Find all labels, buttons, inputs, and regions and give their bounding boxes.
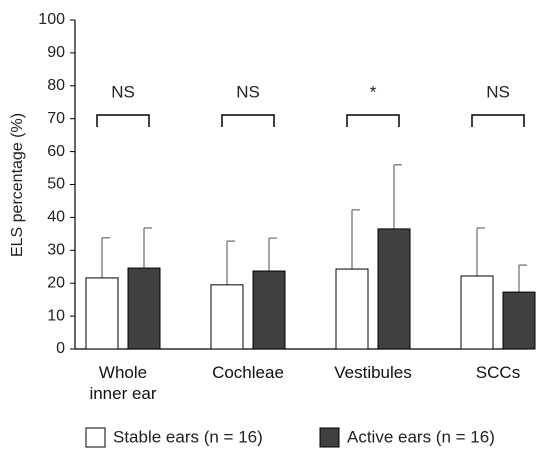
bar — [377, 228, 411, 350]
y-tick-label: 0 — [56, 340, 65, 357]
significance-label: * — [370, 82, 377, 101]
legend-swatch — [85, 427, 106, 448]
y-tick-label: 10 — [47, 307, 65, 324]
bar — [127, 267, 161, 350]
y-axis-label: ELS percentage (%) — [9, 113, 26, 257]
bar — [85, 277, 119, 350]
x-tick-label: Vestibules — [334, 363, 412, 382]
y-tick-label: 80 — [47, 77, 65, 94]
significance-label: NS — [236, 82, 260, 101]
legend-label: Active ears (n = 16) — [347, 427, 495, 446]
legend-swatch — [319, 427, 340, 448]
significance-label: NS — [111, 82, 135, 101]
bar — [460, 275, 494, 350]
legend-label: Stable ears (n = 16) — [113, 427, 263, 446]
bar — [335, 268, 369, 350]
significance-bracket — [346, 114, 400, 127]
bar — [210, 284, 244, 350]
y-tick-label: 100 — [38, 11, 65, 28]
significance-bracket — [96, 114, 150, 127]
bar — [502, 291, 536, 350]
y-tick-label: 20 — [47, 274, 65, 291]
y-tick-label: 30 — [47, 242, 65, 259]
significance-bracket — [221, 114, 275, 127]
y-tick-label: 60 — [47, 143, 65, 160]
bar — [252, 270, 286, 350]
y-tick-label: 90 — [47, 44, 65, 61]
significance-label: NS — [486, 82, 510, 101]
y-tick-label: 40 — [47, 209, 65, 226]
significance-bracket — [471, 114, 525, 127]
x-tick-label: SCCs — [475, 363, 521, 382]
y-tick-label: 70 — [47, 110, 65, 127]
y-tick-label: 50 — [47, 176, 65, 193]
x-tick-label: Cochleae — [212, 363, 284, 382]
x-tick-label: Whole inner ear — [89, 363, 157, 403]
